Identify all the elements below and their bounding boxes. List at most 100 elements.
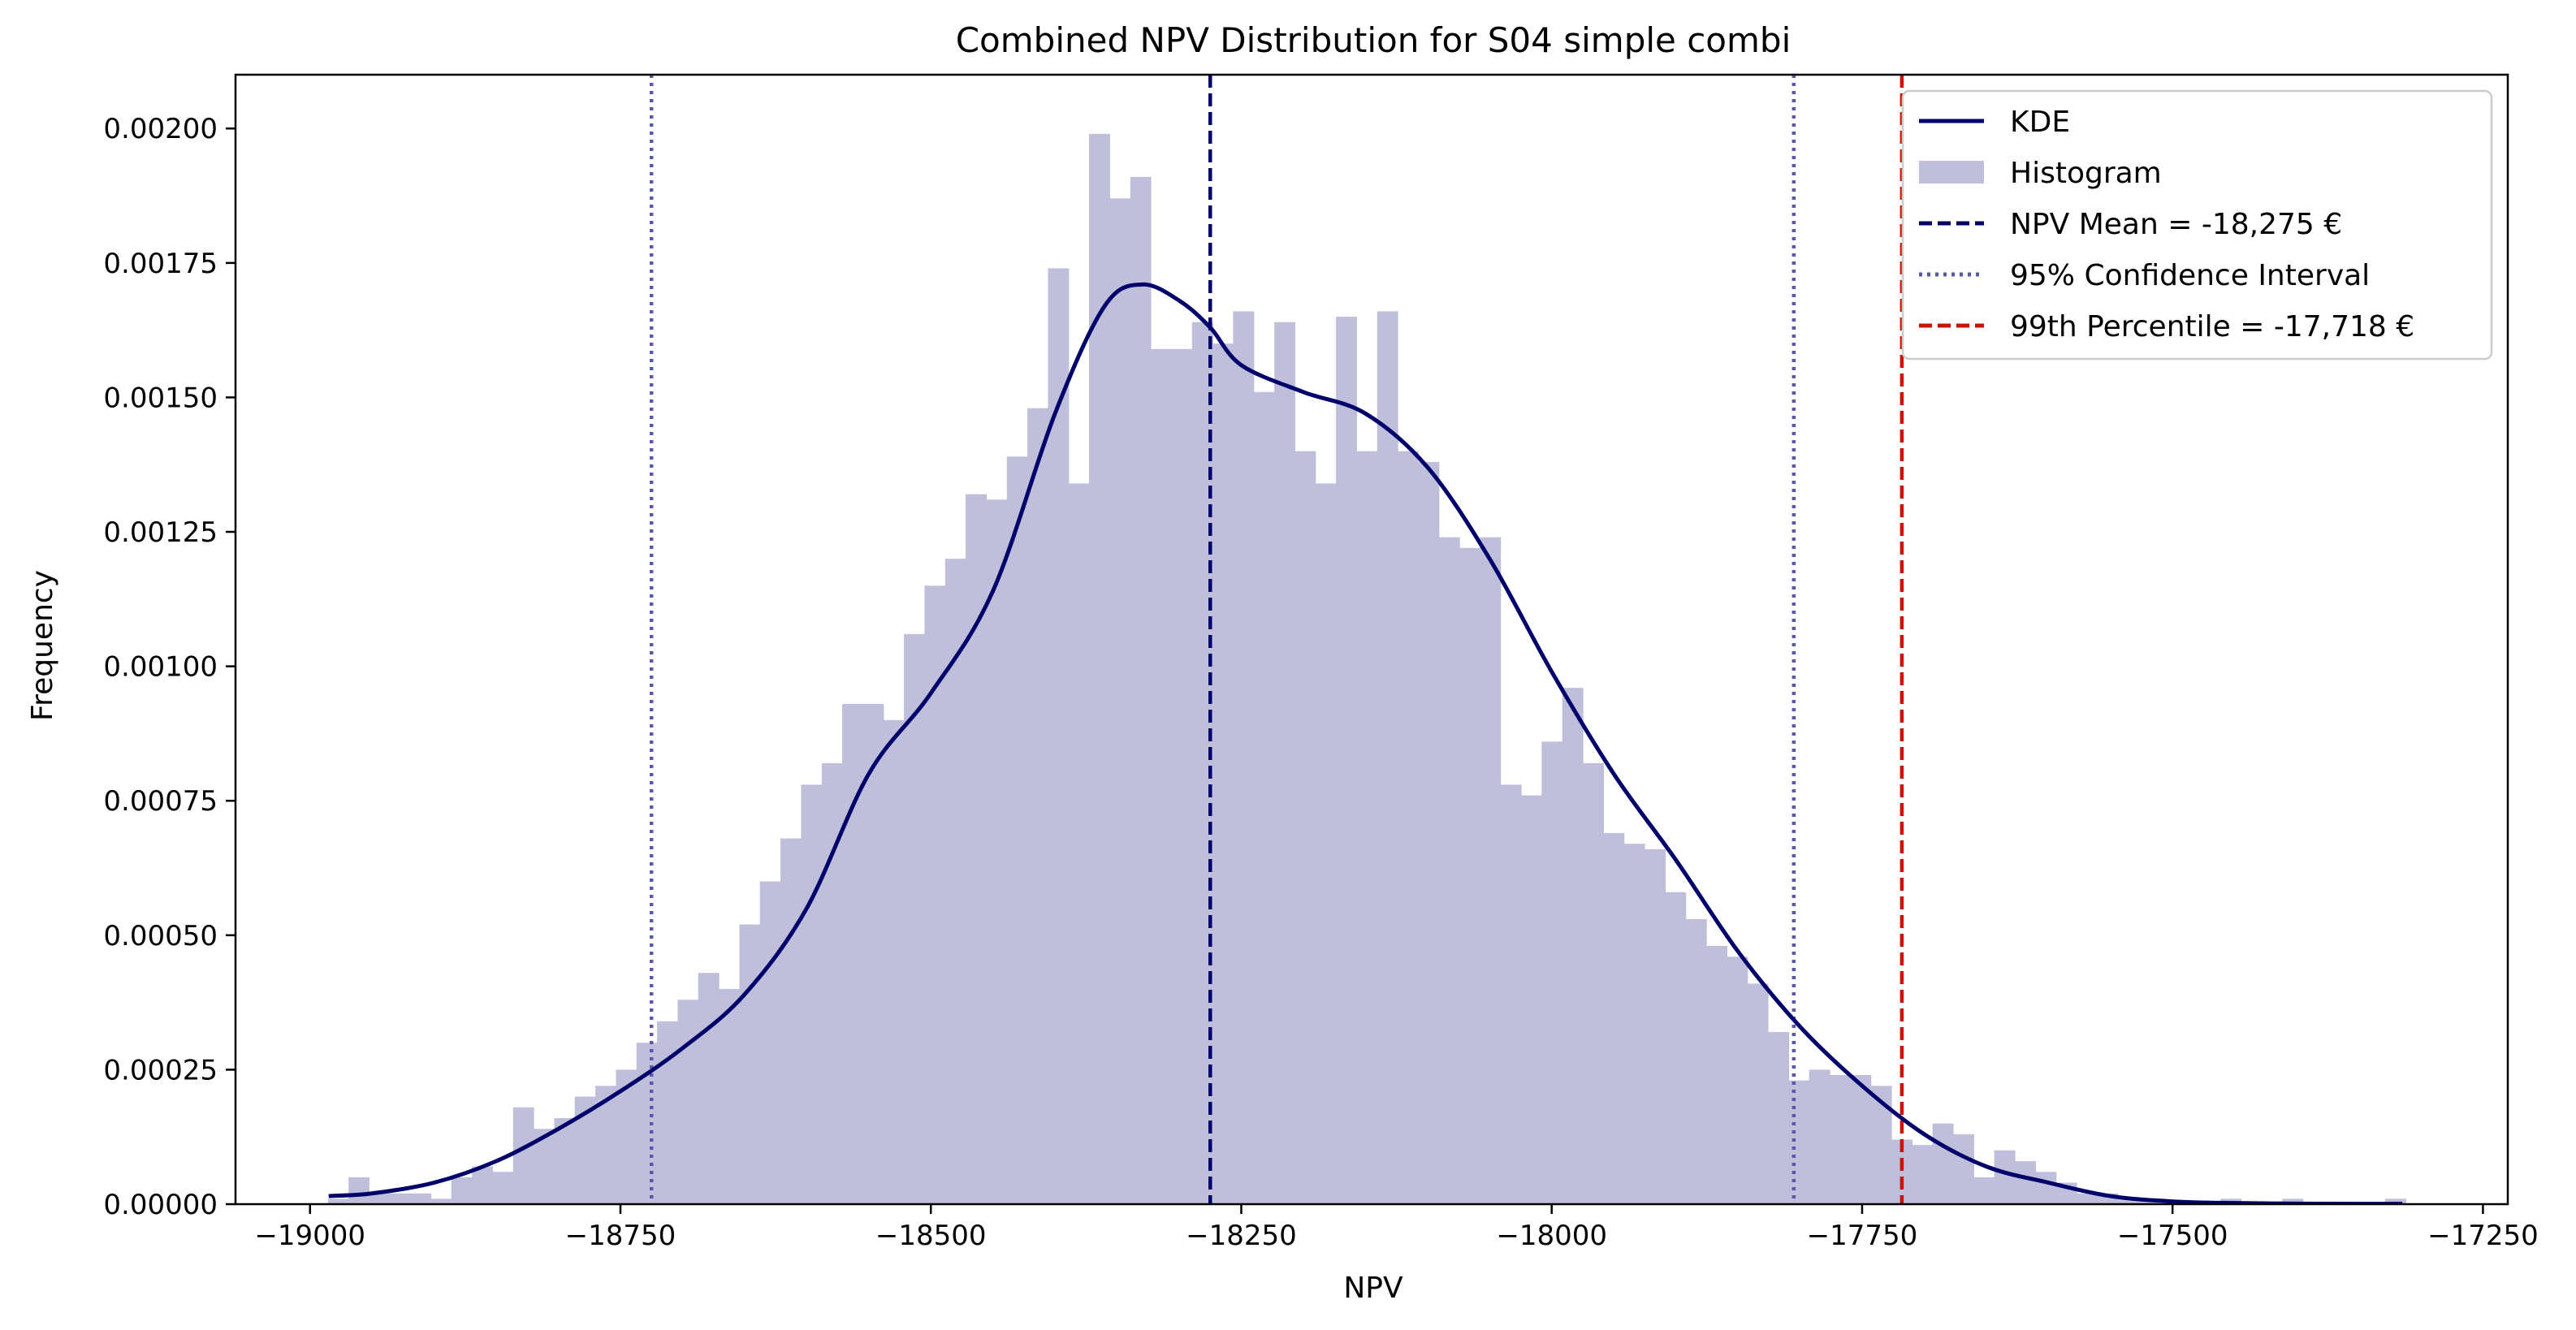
histogram-bar	[1603, 832, 1625, 1204]
histogram-bar	[862, 703, 884, 1204]
x-tick-label: −18250	[1186, 1220, 1297, 1252]
histogram-bar	[410, 1193, 432, 1204]
histogram-bar	[1830, 1075, 1852, 1204]
histogram-bar	[1438, 537, 1460, 1204]
histogram-bar	[842, 703, 864, 1204]
histogram-bar	[2117, 1198, 2139, 1204]
x-tick-label: −18500	[875, 1220, 987, 1252]
histogram-bar	[1006, 456, 1028, 1204]
histogram-bar	[348, 1177, 370, 1204]
histogram-bar	[1788, 1080, 1810, 1204]
histogram-bar	[986, 499, 1008, 1204]
histogram-bar	[1623, 844, 1645, 1204]
histogram-bar	[389, 1193, 411, 1204]
histogram-bar	[1459, 547, 1480, 1204]
histogram-bar	[1253, 391, 1275, 1204]
histogram-bar	[739, 924, 761, 1204]
histogram-bar	[1171, 348, 1193, 1204]
histogram-bar	[327, 1198, 349, 1204]
histogram-bar	[966, 494, 988, 1204]
y-tick-label: 0.00050	[103, 920, 218, 952]
histogram-bar	[1932, 1123, 1954, 1204]
histogram-bar	[1994, 1150, 2016, 1204]
histogram-bar	[1377, 311, 1398, 1204]
x-tick-label: −18750	[565, 1220, 676, 1252]
y-tick-label: 0.00025	[103, 1054, 218, 1086]
histogram-bar	[1212, 343, 1234, 1205]
legend-label: Histogram	[2010, 157, 2162, 190]
histogram-bar	[1130, 176, 1152, 1204]
plot-area: −19000 −18750 −18500 −18250 −18000 −17750 −175…	[103, 73, 2539, 1252]
histogram-bar	[1706, 946, 1728, 1204]
legend-label: KDE	[2010, 106, 2070, 139]
histogram-bar	[2015, 1161, 2036, 1204]
legend-label: NPV Mean = -18,275 €	[2010, 208, 2342, 241]
y-tick-label: 0.00100	[103, 651, 218, 684]
legend-label: 95% Confidence Interval	[2010, 259, 2370, 292]
legend: KDE Histogram NPV Mean = -18,275 € 95% Conf…	[1901, 89, 2493, 361]
histogram-bar	[1480, 537, 1502, 1204]
histogram-bar	[1027, 408, 1048, 1205]
histogram-bar	[1685, 918, 1707, 1204]
histogram-bar	[780, 838, 802, 1204]
x-tick-label: −18000	[1496, 1220, 1607, 1252]
histogram-bar	[1150, 348, 1172, 1204]
legend-swatch	[1919, 161, 1984, 184]
histogram-bar	[698, 973, 720, 1204]
histogram-bar	[1912, 1145, 1934, 1204]
histogram-bar	[2282, 1198, 2304, 1204]
y-tick-label: 0.00125	[103, 516, 218, 549]
histogram-bar	[492, 1172, 514, 1204]
histogram-bar	[1068, 483, 1090, 1204]
histogram-bar	[1727, 956, 1748, 1204]
x-tick-label: −17500	[2117, 1220, 2228, 1252]
histogram-bar	[677, 1000, 699, 1204]
histogram-bar	[451, 1177, 473, 1204]
y-tick-label: 0.00000	[103, 1189, 218, 1221]
histogram-bar	[883, 719, 905, 1204]
legend-label: 99th Percentile = -17,718 €	[2010, 310, 2414, 343]
x-tick-label: −17250	[2427, 1220, 2539, 1252]
histogram-bar	[801, 784, 823, 1204]
histogram-bar	[2035, 1172, 2057, 1204]
histogram-bar	[1583, 762, 1605, 1204]
histogram-bar	[719, 989, 741, 1204]
histogram-bar	[1315, 483, 1337, 1204]
histogram-bar	[1233, 311, 1255, 1204]
histogram-bar	[1809, 1069, 1830, 1204]
histogram-bar	[1953, 1134, 1974, 1204]
histogram-bar	[430, 1198, 452, 1204]
histogram-bar	[821, 762, 843, 1204]
histogram-bar	[1541, 741, 1563, 1204]
histogram-bar	[1336, 317, 1357, 1205]
histogram-bar	[1418, 461, 1440, 1204]
histogram-bar	[1973, 1177, 1995, 1204]
histogram-bar	[657, 1021, 679, 1204]
y-tick-label: 0.00200	[103, 113, 218, 145]
histogram-bar	[472, 1166, 494, 1204]
x-tick-label: −19000	[254, 1220, 365, 1252]
x-axis-title: NPV	[1343, 1272, 1403, 1305]
histogram-bar	[1089, 133, 1110, 1204]
histogram-bar	[759, 881, 781, 1204]
histogram-bar	[1274, 322, 1295, 1204]
histogram-bar	[1562, 688, 1584, 1204]
histogram-bar	[1645, 849, 1666, 1204]
x-tick-label: −17750	[1807, 1220, 1918, 1252]
y-tick-label: 0.00150	[103, 382, 218, 414]
histogram-bar	[1747, 983, 1769, 1204]
histogram-bar	[1665, 892, 1687, 1204]
histogram-bar	[1768, 1032, 1790, 1204]
histogram-bar	[1850, 1075, 1872, 1204]
histogram-bar	[1109, 198, 1131, 1204]
histogram-bar	[1398, 451, 1419, 1204]
y-axis-title: Frequency	[26, 570, 59, 721]
histogram-bar	[2384, 1198, 2406, 1204]
histogram-bar	[1356, 451, 1378, 1204]
histogram-bar	[1294, 451, 1316, 1204]
histogram-bar	[1521, 795, 1542, 1204]
kde-line	[328, 282, 2403, 1204]
histogram-bar	[904, 633, 926, 1204]
histogram-bar	[512, 1107, 534, 1204]
